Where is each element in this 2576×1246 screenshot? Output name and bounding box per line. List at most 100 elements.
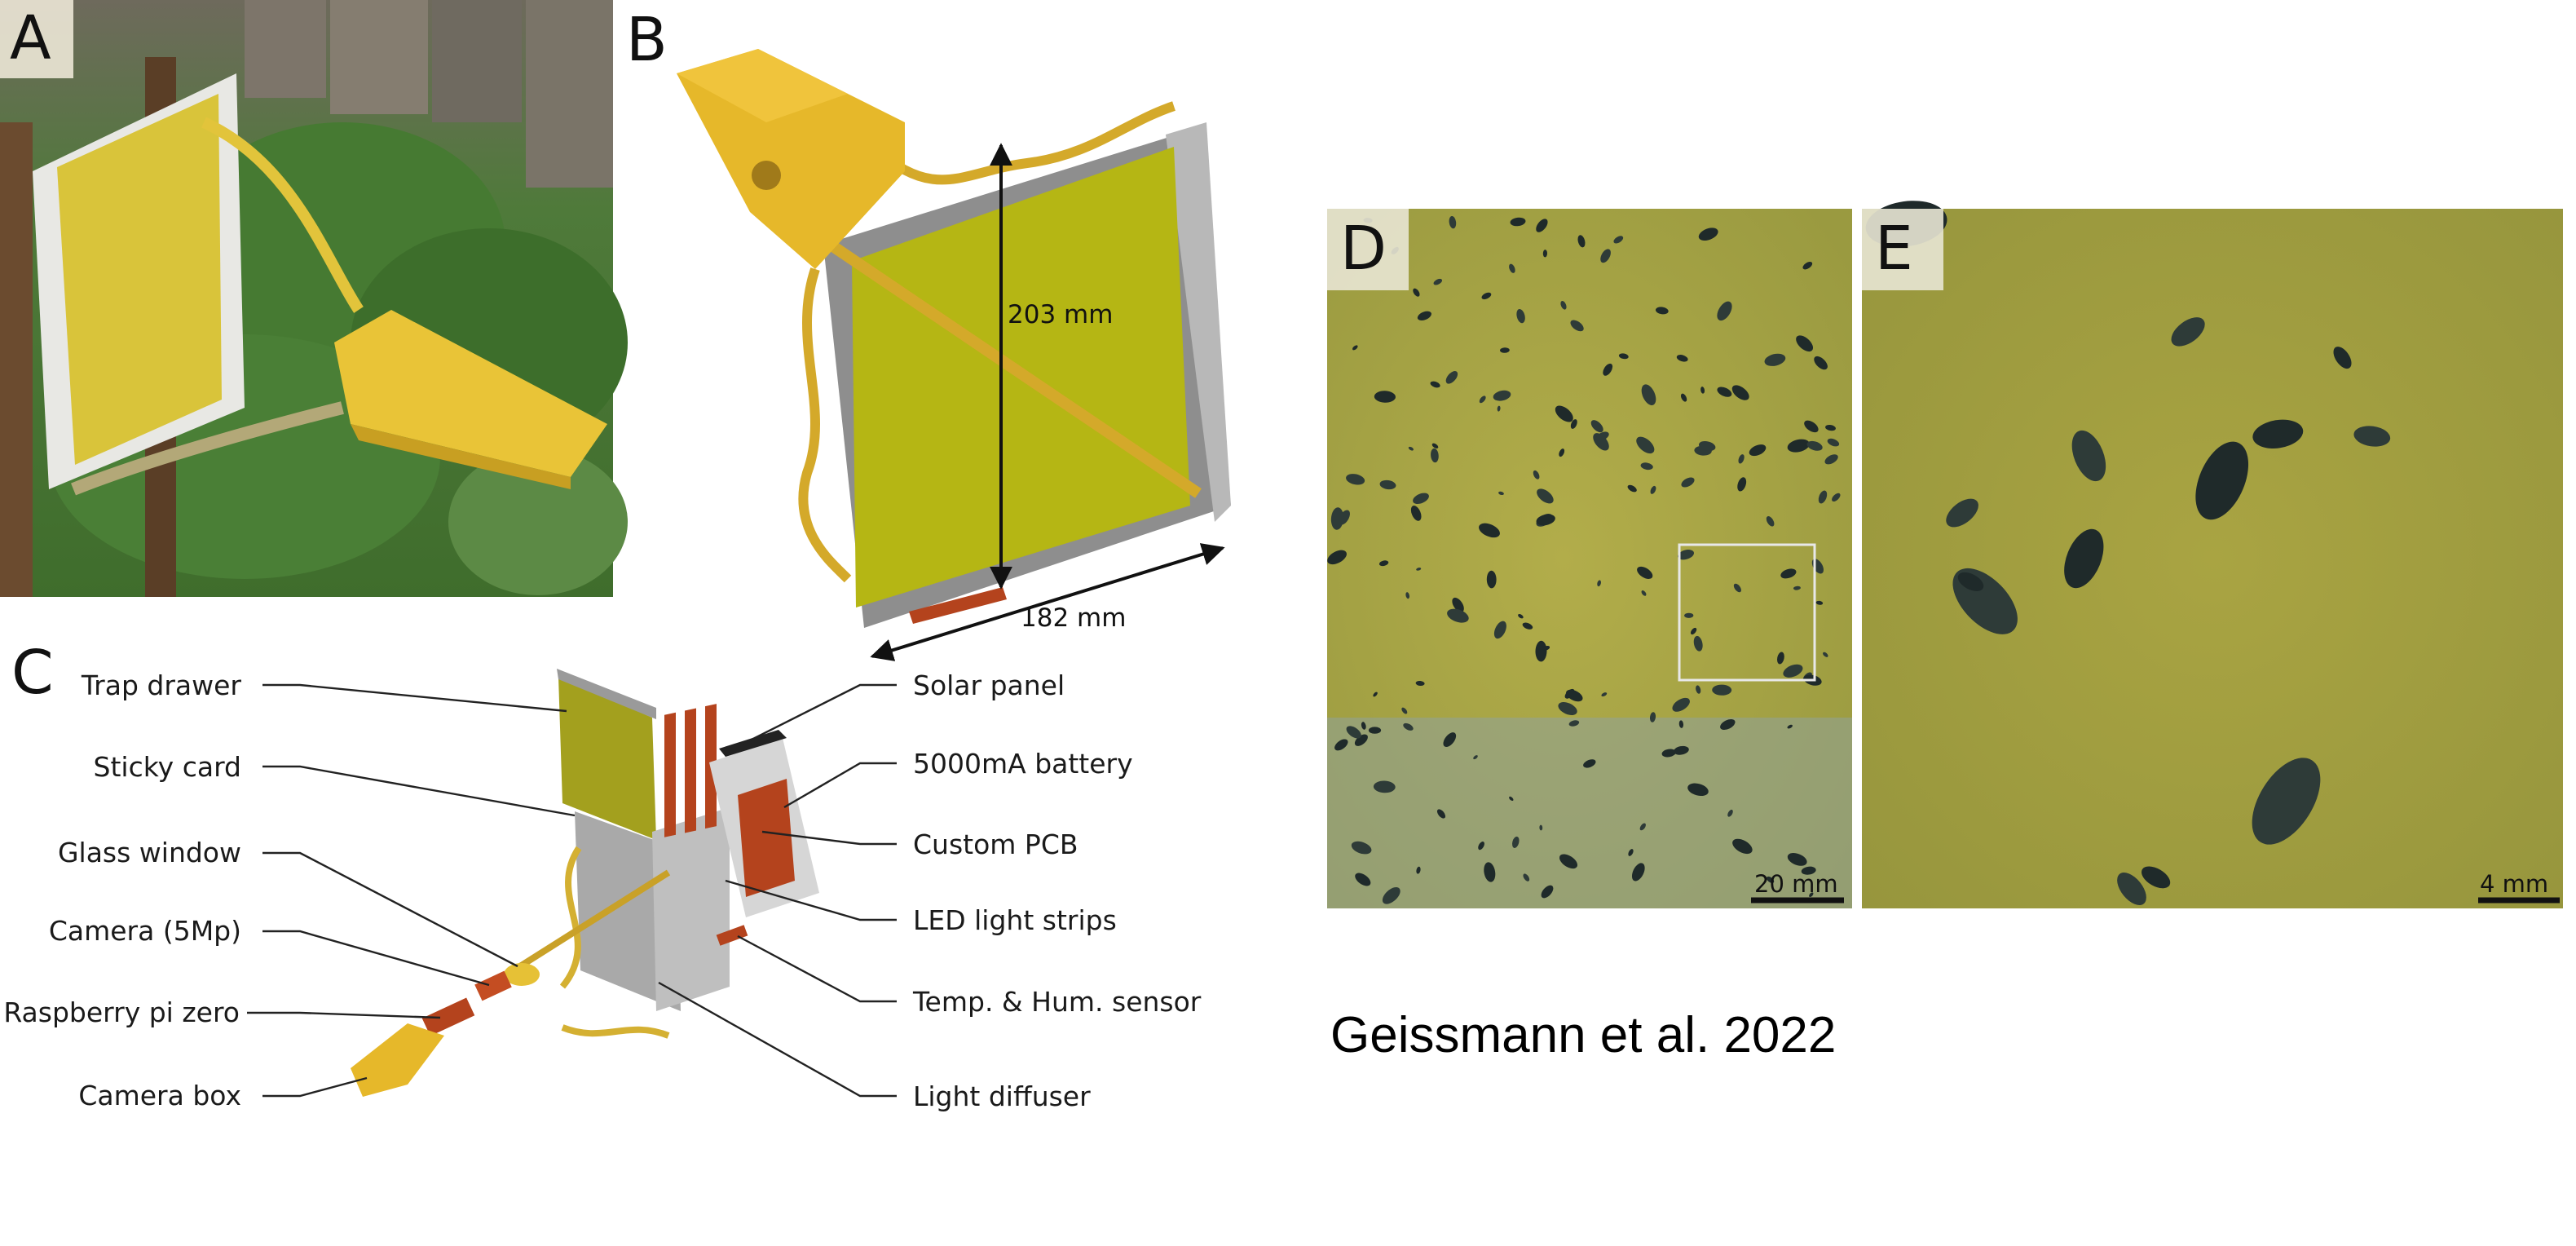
insect (1570, 320, 1584, 332)
insect (1500, 347, 1510, 353)
insect (1732, 838, 1753, 855)
insect (1522, 622, 1533, 630)
trap-drawer-part (558, 677, 656, 840)
insect (1766, 516, 1775, 527)
insect (1717, 301, 1732, 321)
insect (1346, 474, 1365, 485)
insect (2064, 528, 2104, 589)
panel-a-photo (0, 0, 628, 597)
insect (1570, 419, 1577, 429)
insect (1445, 371, 1458, 384)
insect (1523, 873, 1530, 881)
insect (1590, 420, 1603, 433)
height-dimension-label: 203 mm (1008, 300, 1113, 329)
insect (1473, 755, 1478, 760)
insect (1601, 692, 1608, 697)
insect (1577, 235, 1586, 248)
insect (1824, 454, 1838, 465)
insect (1536, 219, 1548, 232)
insect (1559, 854, 1578, 869)
battery-part (738, 779, 795, 897)
insect (2333, 347, 2352, 369)
insect (1493, 390, 1511, 401)
insect (1809, 892, 1814, 898)
insect (1641, 590, 1647, 596)
insect (1443, 732, 1457, 748)
insect (1559, 448, 1565, 457)
insect (2252, 758, 2321, 845)
insect (1382, 886, 1400, 904)
insect (1334, 739, 1348, 751)
insect (1640, 462, 1653, 471)
panel-a-label: A (10, 3, 51, 73)
insect (1478, 842, 1484, 851)
insect (1801, 866, 1816, 875)
insect (2071, 430, 2106, 482)
insect (1796, 335, 1814, 352)
label-sticky-card: Sticky card (94, 751, 241, 783)
insect (1600, 249, 1611, 263)
insect (1766, 876, 1775, 883)
insect (1493, 621, 1506, 639)
panel-d-label: D (1340, 214, 1387, 284)
insect (1447, 608, 1469, 623)
insect (1780, 568, 1797, 579)
insect (1417, 311, 1431, 320)
insect (1650, 485, 1656, 494)
insect (1738, 454, 1745, 464)
insect (1595, 431, 1609, 441)
insect (1509, 263, 1515, 273)
insect (1408, 446, 1414, 451)
panel-e-photo: 4 mm (1862, 201, 2563, 908)
insect (1373, 780, 1396, 793)
insect (1354, 734, 1368, 746)
insect (1733, 583, 1741, 593)
label-temp-sensor: Temp. & Hum. sensor (912, 986, 1202, 1018)
insect (1373, 691, 1378, 697)
insect (1497, 405, 1501, 412)
insect (1628, 849, 1634, 856)
label-camera: Camera (5Mp) (49, 915, 241, 947)
panel-b-render (677, 49, 1231, 628)
insect (1814, 356, 1828, 370)
insect (1416, 866, 1421, 874)
insect (1415, 680, 1425, 687)
insect (1518, 613, 1524, 619)
insect (1677, 550, 1695, 560)
insect (1832, 493, 1841, 502)
insect (1806, 440, 1823, 451)
insect (1823, 652, 1828, 657)
insect (1555, 405, 1573, 422)
insect (1698, 440, 1716, 452)
insect (1804, 420, 1819, 433)
insect (1597, 580, 1601, 587)
insect (1776, 652, 1784, 665)
insect (1542, 645, 1550, 651)
insect (1696, 685, 1701, 694)
insect (1566, 689, 1583, 702)
insect (1639, 823, 1646, 831)
insect (1352, 345, 1358, 351)
insect (1815, 600, 1824, 605)
insect (1674, 745, 1689, 755)
insect (1368, 727, 1382, 734)
insect (1731, 385, 1749, 400)
insect (1327, 550, 1347, 565)
insect (1684, 612, 1694, 618)
insect (1676, 355, 1688, 362)
insect (1749, 444, 1767, 457)
insect (1558, 701, 1577, 716)
scale-label-d: 20 mm (1754, 870, 1838, 898)
insect (1351, 841, 1372, 855)
insect (1655, 307, 1669, 315)
insect (1700, 387, 1705, 394)
insect (1613, 236, 1624, 244)
insect (1627, 484, 1637, 493)
insect (1698, 228, 1718, 241)
insect (1787, 439, 1810, 453)
solar-panel-part (719, 730, 787, 757)
insect (1378, 560, 1389, 567)
insect (1452, 597, 1464, 612)
panel-d-label-bg (1327, 209, 1409, 290)
